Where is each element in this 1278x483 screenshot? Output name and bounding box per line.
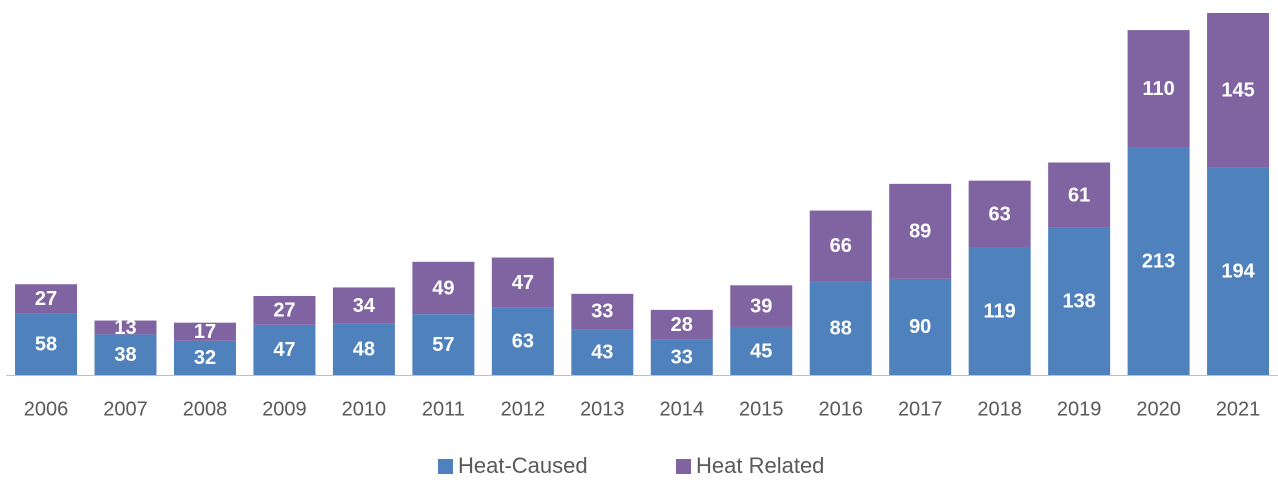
data-label: 57 <box>432 334 454 356</box>
bar-segment <box>253 324 316 375</box>
bar-segment <box>412 261 475 315</box>
x-tick-label: 2006 <box>24 398 69 420</box>
x-tick-label: 2007 <box>103 398 148 420</box>
bar-segment <box>491 307 554 375</box>
bar-segment <box>730 326 793 375</box>
data-label: 89 <box>909 221 931 243</box>
x-tick-label: 2011 <box>422 398 465 420</box>
x-tick-label: 2020 <box>1136 398 1181 420</box>
data-label: 32 <box>194 347 216 369</box>
data-label: 17 <box>194 321 216 343</box>
data-label: 63 <box>512 331 534 353</box>
legend-swatch <box>438 459 453 474</box>
data-label: 138 <box>1062 291 1095 313</box>
x-tick-label: 2010 <box>342 398 387 420</box>
bar-segment <box>1127 147 1190 375</box>
data-label: 47 <box>512 272 534 294</box>
data-label: 145 <box>1221 80 1254 102</box>
data-label: 39 <box>750 295 772 317</box>
x-tick-label: 2019 <box>1057 398 1102 420</box>
bar-segment <box>571 329 634 375</box>
bar-segment <box>15 284 78 314</box>
x-tick-label: 2015 <box>739 398 784 420</box>
x-tick-label: 2014 <box>660 398 705 420</box>
bar-segment <box>968 180 1031 248</box>
bar-segment <box>809 210 872 282</box>
data-label: 194 <box>1221 261 1255 283</box>
data-label: 213 <box>1142 251 1175 273</box>
data-label: 13 <box>114 317 136 339</box>
legend-swatch <box>676 459 691 474</box>
legend-label: Heat Related <box>696 453 824 478</box>
data-label: 38 <box>114 344 136 366</box>
data-label: 61 <box>1068 184 1090 206</box>
bar-segment <box>1207 13 1270 168</box>
data-label: 58 <box>35 333 57 355</box>
data-label: 34 <box>353 295 376 317</box>
data-label: 33 <box>591 301 613 323</box>
bar-segment <box>253 295 316 325</box>
bar-segment <box>491 257 554 308</box>
bar-segment <box>1127 30 1190 148</box>
data-label: 43 <box>591 341 613 363</box>
x-tick-label: 2008 <box>183 398 228 420</box>
data-label: 110 <box>1142 78 1174 100</box>
x-tick-label: 2018 <box>977 398 1022 420</box>
data-label: 63 <box>989 204 1011 226</box>
bar-segment <box>15 313 78 375</box>
x-tick-label: 2013 <box>580 398 625 420</box>
x-tick-label: 2012 <box>501 398 546 420</box>
bar-segment <box>1207 167 1270 375</box>
data-label: 47 <box>273 339 295 361</box>
data-label: 49 <box>432 277 454 299</box>
bar-segment <box>94 334 157 375</box>
data-label: 45 <box>750 340 772 362</box>
bar-segment <box>1048 162 1111 228</box>
bar-segment <box>1048 227 1111 375</box>
bar-segment <box>412 314 475 375</box>
x-tick-label: 2021 <box>1216 398 1261 420</box>
bar-segment <box>94 320 157 335</box>
x-tick-label: 2016 <box>818 398 863 420</box>
x-tick-label: 2009 <box>262 398 307 420</box>
data-label: 28 <box>671 314 693 336</box>
bar-segment <box>173 322 236 341</box>
data-label: 90 <box>909 316 931 338</box>
data-label: 27 <box>273 300 295 322</box>
bar-segment <box>173 340 236 375</box>
data-label: 33 <box>671 347 693 369</box>
bar-segment <box>650 309 713 340</box>
bar-segment <box>889 183 952 279</box>
bar-segment <box>650 339 713 375</box>
bar-segment <box>571 293 634 330</box>
x-tick-label: 2017 <box>898 398 943 420</box>
data-label: 48 <box>353 339 375 361</box>
bar-segment <box>889 278 952 375</box>
legend-label: Heat-Caused <box>458 453 588 478</box>
bar-segment <box>332 323 395 375</box>
bar-segment <box>332 287 395 324</box>
data-label: 27 <box>35 288 57 310</box>
bar-segment <box>968 247 1031 375</box>
data-label: 88 <box>830 317 852 339</box>
data-label: 119 <box>984 301 1016 323</box>
bar-segment <box>809 281 872 375</box>
data-label: 66 <box>830 235 852 257</box>
bar-segment <box>730 285 793 327</box>
